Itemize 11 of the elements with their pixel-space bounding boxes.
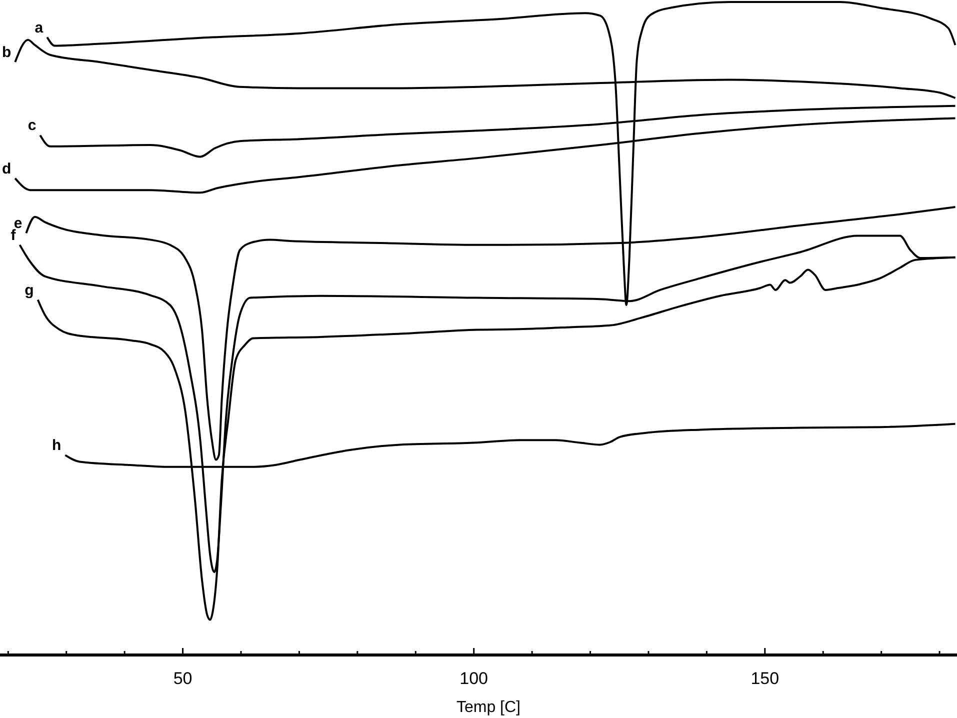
x-tick-label: 50 (173, 669, 192, 688)
series-label: c (28, 117, 36, 134)
series-label: f (10, 226, 17, 244)
series-label: d (2, 160, 12, 178)
x-axis-title: Temp [C] (456, 699, 521, 716)
x-tick-label: 150 (750, 669, 780, 688)
series-label: b (2, 44, 12, 62)
series-label: g (24, 282, 34, 299)
x-tick-label: 100 (460, 669, 488, 688)
series-label: a (34, 19, 44, 36)
series-label: h (52, 437, 62, 454)
